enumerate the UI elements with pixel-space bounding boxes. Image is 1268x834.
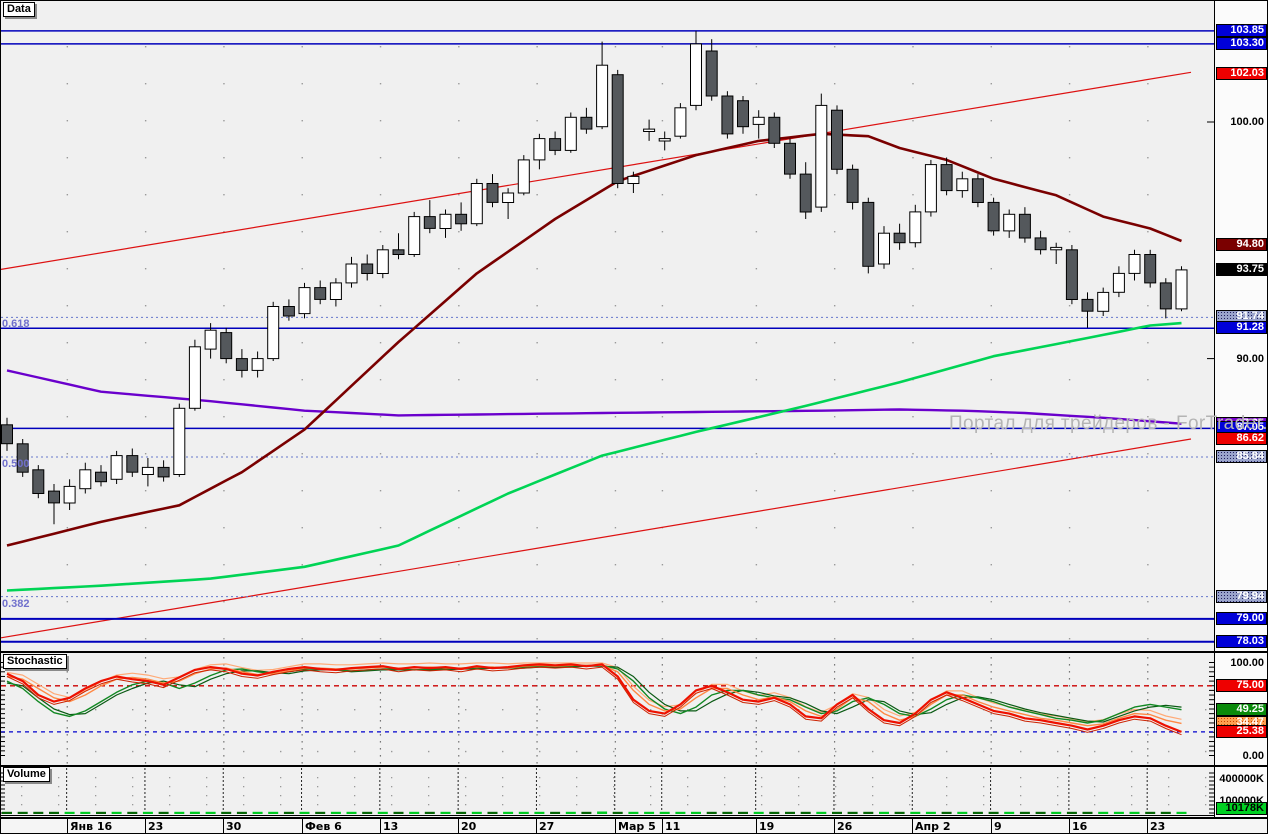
stoch-badge: 49.25 xyxy=(1216,703,1267,716)
price-badge: 103.30 xyxy=(1216,37,1267,50)
date-label: 20 xyxy=(461,820,477,833)
stoch-label: 100.00 xyxy=(1230,657,1264,669)
price-badge: 93.75 xyxy=(1216,263,1267,276)
date-tick xyxy=(1147,819,1148,833)
date-label: 16 xyxy=(1072,820,1088,833)
stoch-label: 0.00 xyxy=(1242,750,1264,762)
price-badge: 79.94 xyxy=(1216,590,1267,603)
date-label: 23 xyxy=(148,820,164,833)
chart-plot-area[interactable] xyxy=(1,1,1214,817)
date-tick xyxy=(145,819,146,833)
date-tick xyxy=(991,819,992,833)
price-badge: 78.03 xyxy=(1216,635,1267,648)
date-tick xyxy=(223,819,224,833)
fib-ratio-label: 0.618 xyxy=(2,318,30,330)
date-label: 11 xyxy=(665,820,681,833)
date-tick xyxy=(834,819,835,833)
price-axis[interactable]: 100.00 90.00 103.85 103.30 102.03 94.80 93.75 9… xyxy=(1214,1,1267,817)
date-tick xyxy=(67,819,68,833)
panel-separator[interactable] xyxy=(1,651,1267,653)
price-badge: 91.74 xyxy=(1216,310,1267,323)
main-panel-tab[interactable]: Data xyxy=(3,2,35,17)
fib-ratio-label: 0.382 xyxy=(2,598,30,610)
date-tick xyxy=(615,819,616,833)
price-badge: 86.62 xyxy=(1216,432,1267,445)
price-badge: 94.80 xyxy=(1216,238,1267,251)
price-badge: 103.85 xyxy=(1216,24,1267,37)
date-tick xyxy=(662,819,663,833)
price-badge: 102.03 xyxy=(1216,67,1267,80)
date-tick xyxy=(380,819,381,833)
price-badge: 79.00 xyxy=(1216,612,1267,625)
volume-panel-tab[interactable]: Volume xyxy=(3,767,50,782)
price-label: 90.00 xyxy=(1236,353,1264,365)
stoch-badge: 25.38 xyxy=(1216,725,1267,738)
price-badge: 85.84 xyxy=(1216,450,1267,463)
date-label: Янв 16 xyxy=(70,820,113,833)
date-tick xyxy=(458,819,459,833)
date-tick xyxy=(302,819,303,833)
date-axis: Янв 16 23 30 Фев 6 13 20 27 Мар 5 11 19 26 Апр 2 9 16… xyxy=(1,817,1267,833)
date-tick xyxy=(536,819,537,833)
panel-separator[interactable] xyxy=(1,765,1267,767)
volume-badge: 10178K xyxy=(1216,802,1267,815)
date-label: Апр 2 xyxy=(915,820,951,833)
date-label: 27 xyxy=(539,820,555,833)
date-tick xyxy=(1069,819,1070,833)
date-label: Мар 5 xyxy=(618,820,656,833)
date-label: 23 xyxy=(1150,820,1166,833)
stoch-badge: 75.00 xyxy=(1216,679,1267,692)
date-label: 19 xyxy=(759,820,775,833)
date-tick xyxy=(912,819,913,833)
price-label: 100.00 xyxy=(1230,116,1264,128)
fib-ratio-label: 0.500 xyxy=(2,458,30,470)
date-label: 13 xyxy=(383,820,399,833)
date-label: 26 xyxy=(837,820,853,833)
date-label: 30 xyxy=(226,820,242,833)
price-badge: 91.28 xyxy=(1216,321,1267,334)
stochastic-panel-tab[interactable]: Stochastic xyxy=(3,654,67,669)
date-tick xyxy=(756,819,757,833)
volume-label: 400000K xyxy=(1219,773,1264,785)
date-label: Фев 6 xyxy=(305,820,342,833)
watermark-text: Портал для трейдеров - ForTrader.ru xyxy=(949,413,1268,434)
date-label: 9 xyxy=(994,820,1002,833)
